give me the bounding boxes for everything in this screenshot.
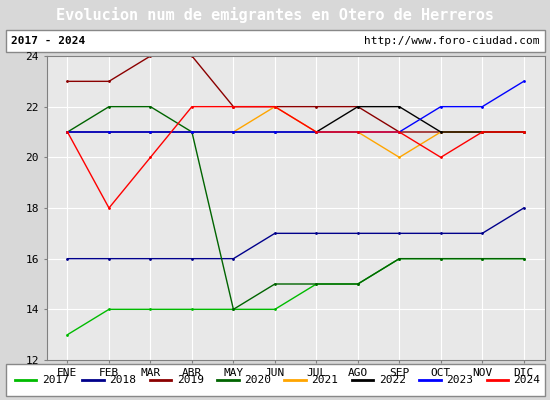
FancyBboxPatch shape — [6, 30, 544, 52]
Text: 2019: 2019 — [177, 375, 204, 385]
Text: 2018: 2018 — [109, 375, 136, 385]
Text: 2020: 2020 — [244, 375, 271, 385]
Text: 2017 - 2024: 2017 - 2024 — [11, 36, 85, 46]
Text: 2021: 2021 — [311, 375, 338, 385]
Text: 2017: 2017 — [42, 375, 69, 385]
Text: 2023: 2023 — [446, 375, 473, 385]
Text: Evolucion num de emigrantes en Otero de Herreros: Evolucion num de emigrantes en Otero de … — [56, 7, 494, 23]
Text: http://www.foro-ciudad.com: http://www.foro-ciudad.com — [364, 36, 539, 46]
Text: 2024: 2024 — [514, 375, 541, 385]
Text: 2022: 2022 — [379, 375, 406, 385]
FancyBboxPatch shape — [6, 364, 544, 396]
